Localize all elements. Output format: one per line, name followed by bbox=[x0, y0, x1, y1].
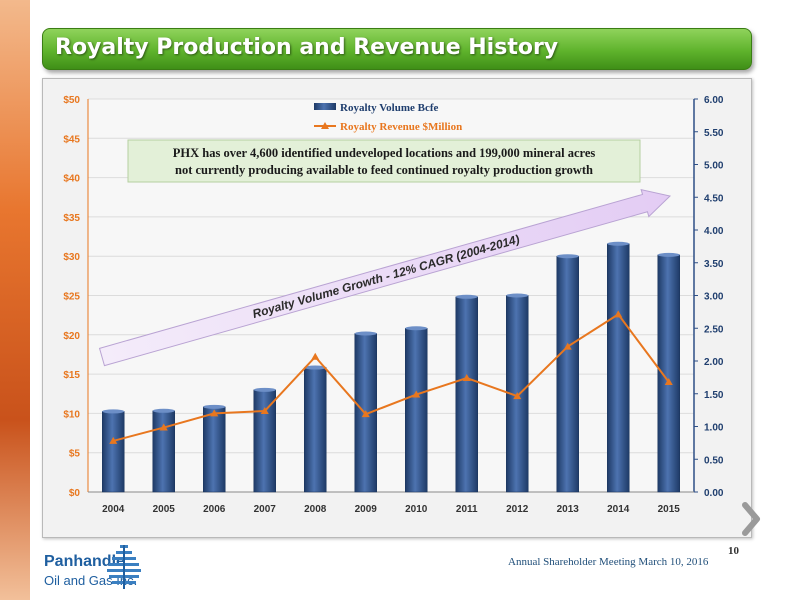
x-axis-tick-label: 2004 bbox=[102, 504, 125, 515]
bar-2007 bbox=[253, 389, 276, 493]
bar-top-cap bbox=[556, 254, 579, 259]
bar-2008 bbox=[304, 367, 327, 493]
right-axis-tick-label: 3.00 bbox=[704, 292, 724, 303]
page-number: 10 bbox=[728, 545, 739, 557]
right-axis-tick-label: 1.00 bbox=[704, 423, 724, 434]
callout-line-2: not currently producing available to fee… bbox=[175, 163, 593, 177]
revenue-point-2009 bbox=[361, 410, 370, 418]
revenue-point-2008 bbox=[311, 352, 320, 360]
revenue-point-2015 bbox=[664, 377, 673, 385]
left-axis-tick-label: $5 bbox=[69, 449, 81, 460]
legend-bar-swatch bbox=[314, 103, 336, 110]
left-axis-tick-label: $15 bbox=[63, 370, 80, 381]
left-axis-tick-label: $50 bbox=[63, 95, 80, 106]
revenue-point-2011 bbox=[462, 374, 471, 382]
revenue-point-2004 bbox=[109, 436, 118, 444]
right-axis-tick-label: 4.00 bbox=[704, 226, 724, 237]
x-axis-tick-label: 2013 bbox=[557, 504, 580, 515]
callout-box bbox=[127, 139, 641, 183]
bar-top-cap bbox=[203, 404, 226, 409]
bar-top-cap bbox=[607, 241, 630, 246]
bar-2006 bbox=[203, 406, 226, 493]
next-slide-chevron-icon[interactable] bbox=[739, 502, 763, 536]
revenue-point-2005 bbox=[159, 423, 168, 431]
bar-2004 bbox=[102, 411, 125, 493]
right-axis-tick-label: 1.50 bbox=[704, 390, 724, 401]
left-axis-tick-label: $25 bbox=[63, 292, 80, 303]
bar-2014 bbox=[607, 243, 630, 493]
logo-derrick-icon bbox=[107, 545, 141, 589]
bar-top-cap bbox=[304, 365, 327, 370]
growth-arrow-shape bbox=[98, 188, 672, 367]
legend-bar-label: Royalty Volume Bcfe bbox=[340, 102, 439, 114]
bar-top-cap bbox=[506, 293, 529, 298]
bar-top-cap bbox=[354, 331, 377, 336]
left-axis-tick-label: $40 bbox=[63, 174, 80, 185]
bar-2011 bbox=[455, 296, 478, 493]
revenue-point-2013 bbox=[563, 342, 572, 350]
x-axis-tick-label: 2011 bbox=[456, 504, 478, 515]
revenue-point-2007 bbox=[260, 407, 269, 415]
right-axis-tick-label: 5.50 bbox=[704, 128, 724, 139]
revenue-point-2006 bbox=[210, 409, 219, 417]
bar-2015 bbox=[657, 254, 680, 493]
left-decorative-strip bbox=[0, 0, 30, 600]
left-axis-tick-label: $30 bbox=[63, 252, 80, 263]
bar-2005 bbox=[152, 410, 175, 493]
x-axis-tick-label: 2006 bbox=[203, 504, 226, 515]
x-axis-tick-label: 2015 bbox=[658, 504, 681, 515]
footer-text: Annual Shareholder Meeting March 10, 201… bbox=[508, 556, 709, 568]
royalty-chart: $0 $5 $10 $15 $20 $25 $30 $35 $40 $45 $50 0.00 0.50 1… bbox=[63, 95, 724, 515]
slide-title-bar: Royalty Production and Revenue History bbox=[42, 28, 752, 70]
right-axis-tick-label: 5.00 bbox=[704, 161, 724, 172]
x-axis-tick-label: 2014 bbox=[607, 504, 630, 515]
bar-top-cap bbox=[405, 326, 428, 331]
x-axis-tick-label: 2009 bbox=[355, 504, 378, 515]
bar-top-cap bbox=[102, 409, 125, 414]
revenue-point-2014 bbox=[614, 310, 623, 318]
left-axis-tick-label: $45 bbox=[63, 134, 80, 145]
x-axis-tick-label: 2008 bbox=[304, 504, 327, 515]
bar-top-cap bbox=[152, 408, 175, 413]
left-axis-tick-label: $35 bbox=[63, 213, 80, 224]
logo-name: Panhandle bbox=[44, 553, 125, 570]
bar-2010 bbox=[405, 328, 428, 493]
right-axis-tick-label: 6.00 bbox=[704, 95, 724, 106]
legend-line-label: Royalty Revenue $Million bbox=[340, 121, 462, 133]
right-axis-tick-label: 0.00 bbox=[704, 488, 724, 499]
bar-top-cap bbox=[455, 294, 478, 299]
right-axis-tick-label: 2.00 bbox=[704, 357, 724, 368]
left-axis-tick-label: $20 bbox=[63, 331, 80, 342]
right-axis-tick-label: 3.50 bbox=[704, 259, 724, 270]
revenue-line bbox=[112, 313, 670, 442]
x-axis-tick-label: 2005 bbox=[153, 504, 176, 515]
left-axis-tick-label: $0 bbox=[69, 488, 81, 499]
slide-title: Royalty Production and Revenue History bbox=[55, 35, 559, 60]
legend-line-marker bbox=[321, 122, 329, 129]
company-logo: Panhandle Oil and Gas Inc. bbox=[44, 545, 144, 595]
x-axis-tick-label: 2010 bbox=[405, 504, 428, 515]
revenue-point-2012 bbox=[513, 392, 522, 400]
bar-top-cap bbox=[657, 252, 680, 257]
bar-top-cap bbox=[253, 387, 276, 392]
right-axis-tick-label: 4.50 bbox=[704, 193, 724, 204]
left-axis-tick-label: $10 bbox=[63, 409, 80, 420]
right-axis-tick-label: 2.50 bbox=[704, 324, 724, 335]
revenue-point-2010 bbox=[412, 390, 421, 398]
right-axis-tick-label: 0.50 bbox=[704, 455, 724, 466]
x-axis-tick-label: 2012 bbox=[506, 504, 529, 515]
x-axis-tick-label: 2007 bbox=[254, 504, 277, 515]
callout-line-1: PHX has over 4,600 identified undevelope… bbox=[173, 146, 596, 160]
bar-2013 bbox=[556, 255, 579, 493]
